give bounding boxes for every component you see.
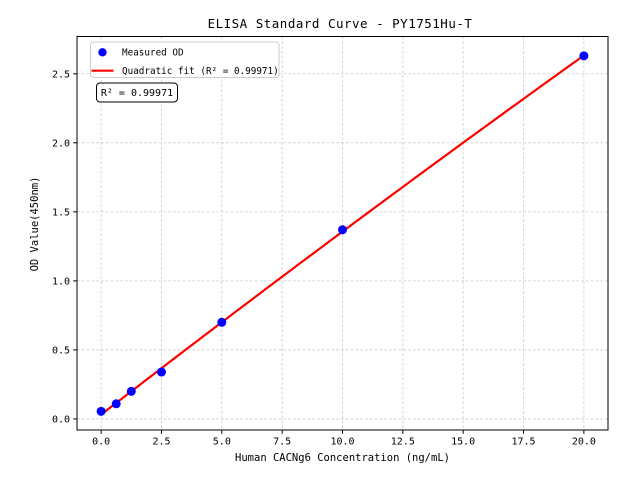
y-tick-label: 1.0: [52, 276, 70, 287]
y-tick-label: 0.5: [52, 345, 70, 356]
r-squared-annotation-text: R² = 0.99971: [101, 88, 173, 99]
data-point: [579, 51, 589, 61]
x-tick-label: 0.0: [92, 437, 110, 448]
y-tick-label: 2.0: [52, 138, 70, 149]
data-point: [126, 386, 136, 396]
x-tick-label: 15.0: [451, 437, 475, 448]
x-axis-label: Human CACNg6 Concentration (ng/mL): [235, 452, 450, 464]
data-point: [111, 399, 121, 409]
series: [96, 51, 589, 416]
x-tick-label: 5.0: [213, 437, 231, 448]
y-axis-label: OD Value(450nm): [29, 177, 41, 272]
legend-label-quadratic-fit: Quadratic fit (R² = 0.99971): [122, 66, 279, 77]
x-tick-label: 20.0: [572, 437, 596, 448]
x-tick-label: 7.5: [273, 437, 291, 448]
legend-frame: [90, 41, 280, 78]
x-tick-label: 12.5: [391, 437, 415, 448]
data-point: [156, 367, 166, 377]
x-tick-label: 10.0: [330, 437, 354, 448]
plot-border: [76, 36, 609, 431]
y-tick-label: 2.5: [52, 69, 70, 80]
data-point: [96, 406, 106, 416]
y-tick-label: 1.5: [52, 207, 70, 218]
data-point: [338, 225, 347, 235]
data-point: [217, 317, 227, 327]
y-tick-label: 0.0: [52, 414, 70, 425]
legend: Measured OD Quadratic fit (R² = 0.99971): [90, 41, 280, 78]
legend-label-measured-od: Measured OD: [122, 48, 184, 59]
r-squared-annotation: R² = 0.99971: [96, 82, 178, 103]
axis-ticks: 0.0 2.5 5.0 7.5 10.0 12.5 15.0 17.5 20.0 0.0 0.5 1.…: [52, 69, 596, 447]
chart-title: ELISA Standard Curve - PY1751Hu-T: [208, 16, 473, 31]
grid: [77, 36, 608, 430]
x-tick-label: 2.5: [152, 437, 170, 448]
legend-marker-measured-od-icon: [98, 48, 107, 57]
r-squared-annotation-box: [96, 82, 178, 103]
x-tick-label: 17.5: [511, 437, 535, 448]
